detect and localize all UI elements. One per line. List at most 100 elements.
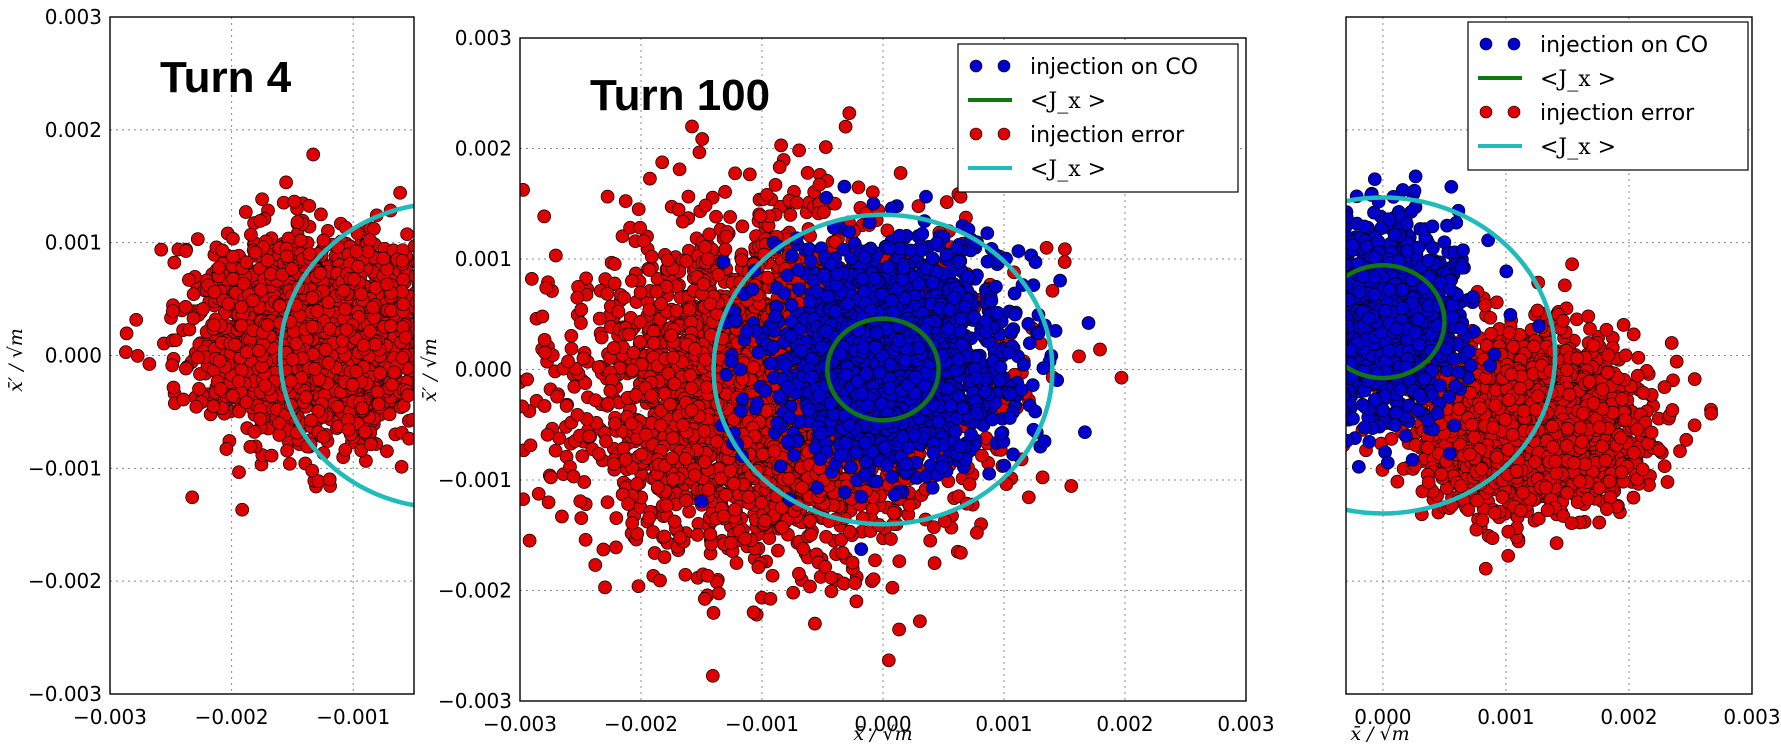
injection-error-point xyxy=(358,425,372,439)
injection-error-point xyxy=(293,233,308,248)
injection-error-point xyxy=(607,257,622,271)
injection-error-point xyxy=(345,378,360,392)
y-tick-label: −0.002 xyxy=(28,569,102,593)
injection-error-point xyxy=(235,502,250,517)
injection-error-point xyxy=(232,404,246,419)
injection-error-point xyxy=(415,421,428,434)
injection-error-point xyxy=(279,175,293,190)
injection-error-point xyxy=(354,287,369,301)
injection-error-point xyxy=(600,189,615,204)
injection-error-point xyxy=(212,353,227,368)
injection-error-point xyxy=(351,259,365,274)
injection-error-point xyxy=(165,304,180,319)
injection-error-point xyxy=(395,350,410,365)
injection-error-point xyxy=(129,312,144,327)
injection-error-point xyxy=(600,287,615,301)
injection-error-point xyxy=(196,302,210,316)
injection-error-point xyxy=(226,231,240,246)
injection-error-point xyxy=(368,337,383,352)
injection-error-point xyxy=(609,540,623,555)
injection-error-point xyxy=(306,147,321,162)
injection-error-point xyxy=(207,318,221,333)
injection-error-point xyxy=(675,214,690,229)
injection-error-point xyxy=(191,350,205,365)
injection-error-point xyxy=(260,253,275,268)
injection-error-point xyxy=(363,324,377,339)
y-tick-label: 0.003 xyxy=(45,5,102,29)
injection-error-point xyxy=(954,545,968,560)
injection-error-point xyxy=(579,271,593,286)
injection-error-point xyxy=(819,529,833,544)
injection-error-point xyxy=(835,545,850,560)
injection-error-point xyxy=(711,586,726,601)
injection-error-point xyxy=(253,412,268,426)
injection-error-point xyxy=(913,614,927,629)
injection-error-point xyxy=(341,422,356,437)
injection-error-point xyxy=(577,475,592,489)
injection-error-point xyxy=(234,300,249,314)
injection-error-point xyxy=(282,456,297,471)
injection-error-point xyxy=(260,318,275,332)
injection-error-point xyxy=(408,269,414,283)
injection-error-point xyxy=(866,572,881,587)
injection-error-point xyxy=(408,239,414,253)
injection-error-point xyxy=(756,447,770,462)
injection-error-point xyxy=(211,260,226,275)
injection-error-point xyxy=(574,511,589,525)
injection-error-point xyxy=(349,364,364,379)
injection-error-point xyxy=(176,392,191,407)
injection-error-point xyxy=(592,311,607,326)
injection-error-point xyxy=(247,425,262,439)
injection-error-point xyxy=(808,616,822,631)
injection-error-point xyxy=(881,653,896,668)
injection-error-point xyxy=(564,329,579,343)
injection-error-point xyxy=(179,361,193,376)
injection-error-point xyxy=(313,266,328,281)
y-tick-label: −0.001 xyxy=(28,456,102,480)
injection-error-point xyxy=(413,436,414,441)
injection-error-point xyxy=(189,399,204,414)
injection-error-point xyxy=(1057,255,1072,269)
injection-error-point xyxy=(354,443,369,458)
injection-error-point xyxy=(316,233,331,248)
injection-error-point xyxy=(395,253,410,268)
injection-error-point xyxy=(548,443,563,458)
injection-error-point xyxy=(653,573,667,588)
injection-error-point xyxy=(537,209,552,224)
x-tick-label: −0.003 xyxy=(73,705,147,729)
injection-error-point xyxy=(657,550,672,564)
injection-error-point xyxy=(338,442,353,457)
panel-turn-4: −0.003 −0.002 −0.001 0.0030.0020.0010.000−… xyxy=(5,5,430,729)
injection-error-point xyxy=(311,474,326,488)
injection-error-point xyxy=(588,558,603,572)
injection-error-point xyxy=(535,309,550,324)
injection-error-point xyxy=(685,119,699,134)
injection-error-point xyxy=(1093,342,1107,357)
injection-error-point xyxy=(412,314,414,323)
injection-error-point xyxy=(705,668,720,683)
injection-error-point xyxy=(347,272,361,287)
injection-error-point xyxy=(786,585,801,600)
injection-error-point xyxy=(254,282,268,297)
injection-error-point xyxy=(772,160,787,174)
injection-error-point xyxy=(555,509,569,524)
injection-error-point xyxy=(165,358,180,373)
injection-error-point xyxy=(225,389,240,403)
injection-error-point xyxy=(321,295,336,310)
injection-error-point xyxy=(228,337,242,352)
injection-error-point xyxy=(417,267,430,280)
injection-error-point xyxy=(618,194,633,208)
injection-error-point xyxy=(774,138,788,153)
injection-error-point xyxy=(272,428,287,442)
injection-error-point xyxy=(213,382,228,396)
injection-error-point xyxy=(258,378,273,393)
injection-error-point xyxy=(892,622,906,637)
injection-error-point xyxy=(232,465,246,480)
plot-frame xyxy=(109,16,415,695)
injection-error-point xyxy=(570,290,585,305)
injection-error-point xyxy=(314,207,328,222)
injection-error-point xyxy=(643,171,657,186)
x-tick-label: −0.002 xyxy=(195,705,269,729)
injection-error-point xyxy=(573,494,588,509)
injection-error-point xyxy=(398,330,413,345)
